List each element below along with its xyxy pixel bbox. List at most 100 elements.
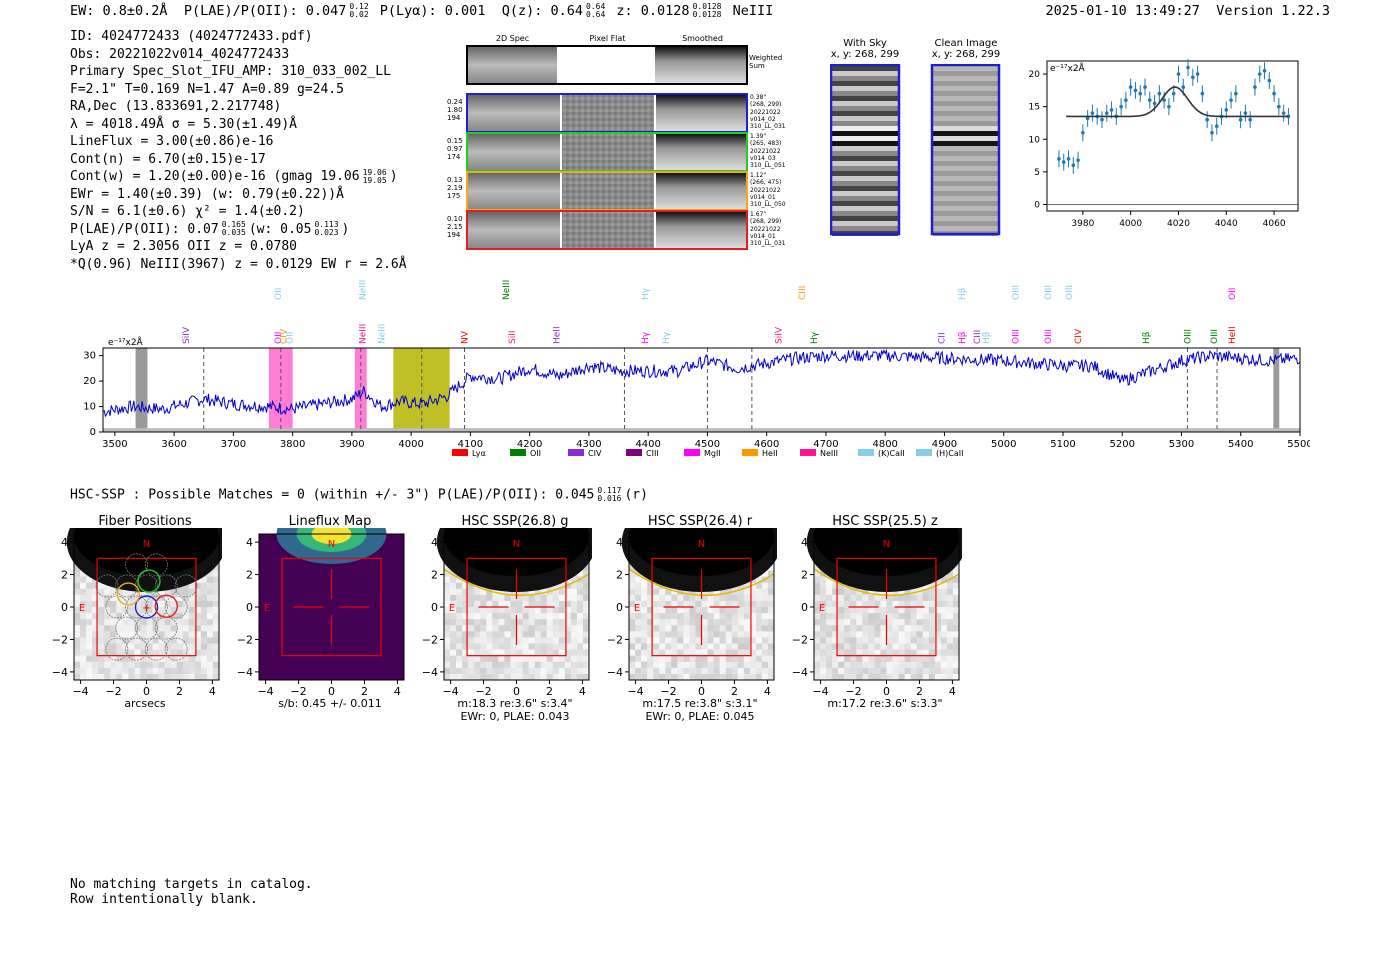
- image-pixel: [695, 643, 702, 650]
- image-pixel: [552, 594, 560, 602]
- image-pixel: [498, 649, 505, 656]
- image-pixel: [200, 600, 208, 608]
- cutout-2dspec: [467, 212, 561, 248]
- image-pixel: [558, 588, 566, 596]
- info-plae-w: (w: 0.05: [248, 221, 312, 237]
- panel-xtick-label: 4: [209, 685, 216, 698]
- image-pixel: [844, 607, 851, 614]
- image-pixel: [928, 588, 936, 596]
- image-pixel: [474, 613, 481, 620]
- image-pixel: [838, 588, 845, 596]
- image-pixel: [659, 607, 666, 614]
- image-pixel: [868, 588, 875, 596]
- image-pixel: [450, 649, 457, 656]
- image-pixel: [880, 667, 887, 675]
- image-pixel: [498, 667, 505, 675]
- cutout-info: (268, 299): [750, 101, 782, 109]
- cutout-images: [466, 45, 748, 250]
- image-pixel: [462, 588, 469, 596]
- image-pixel: [952, 661, 960, 669]
- cutout-stat: 1.80: [447, 106, 463, 114]
- cutout-info: 1.39": [750, 133, 767, 140]
- image-pixel: [134, 607, 141, 614]
- image-pixel: [653, 625, 660, 632]
- image-pixel: [886, 637, 893, 644]
- image-pixel: [558, 637, 566, 644]
- zoom-xtick-label: 4020: [1167, 219, 1190, 229]
- image-pixel: [104, 619, 111, 626]
- image-pixel: [582, 588, 590, 596]
- image-pixel: [713, 631, 720, 638]
- image-pixel: [450, 637, 457, 644]
- image-pixel: [922, 655, 930, 663]
- image-pixel: [522, 613, 529, 620]
- image-pixel: [689, 607, 696, 614]
- image-pixel: [576, 600, 584, 608]
- image-pixel: [743, 619, 751, 626]
- image-pixel: [671, 643, 678, 650]
- image-pixel: [504, 667, 511, 675]
- clean-stripe: [933, 131, 998, 136]
- image-pixel: [468, 661, 475, 669]
- zoom-point: [1171, 91, 1176, 96]
- zoom-point: [1057, 157, 1061, 161]
- image-pixel: [850, 643, 857, 650]
- zoom-point: [1181, 85, 1186, 89]
- zoom-point: [1272, 91, 1276, 96]
- panel-caption: s/b: 0.45 +/- 0.011: [245, 697, 415, 710]
- image-pixel: [212, 655, 220, 663]
- sky-stripe: [832, 216, 898, 221]
- cutout-row: [466, 93, 748, 133]
- header-plae: P(LAE)/P(OII): 0.047: [183, 3, 347, 19]
- panel-ytick-label: 4: [61, 536, 68, 549]
- image-pixel: [725, 667, 733, 675]
- image-pixel: [480, 637, 487, 644]
- panel-xtick-label: −2: [660, 685, 676, 698]
- image-pixel: [152, 661, 159, 669]
- image-pixel: [456, 667, 463, 675]
- zoom-point: [1267, 78, 1272, 83]
- image-pixel: [761, 570, 769, 577]
- panel-ytick-label: −2: [422, 633, 438, 646]
- image-pixel: [462, 673, 469, 681]
- image-pixel: [707, 588, 714, 596]
- image-pixel: [528, 600, 535, 608]
- clean-stripe: [933, 226, 998, 231]
- image-pixel: [761, 588, 769, 596]
- image-pixel: [468, 582, 475, 590]
- image-pixel: [152, 643, 159, 650]
- image-pixel: [212, 643, 220, 650]
- image-pixel: [737, 667, 745, 675]
- image-pixel: [176, 661, 184, 669]
- image-pixel: [194, 600, 202, 608]
- image-pixel: [164, 625, 171, 632]
- hsc-summary: HSC-SSP : Possible Matches = 0 (within +…: [70, 487, 648, 503]
- image-pixel: [528, 643, 535, 650]
- image-pixel: [492, 619, 499, 626]
- image-pixel: [528, 637, 535, 644]
- image-pixel: [862, 649, 869, 656]
- image-pixel: [850, 661, 857, 669]
- image-pixel: [725, 594, 733, 602]
- image-pixel: [755, 631, 763, 638]
- image-pixel: [534, 619, 541, 626]
- image-pixel: [522, 588, 529, 596]
- image-pixel: [576, 631, 584, 638]
- image-pixel: [641, 655, 648, 663]
- image-pixel: [116, 643, 123, 650]
- image-pixel: [468, 631, 475, 638]
- image-pixel: [212, 600, 220, 608]
- image-pixel: [462, 582, 469, 590]
- image-pixel: [176, 649, 184, 656]
- image-pixel: [701, 655, 708, 663]
- image-pixel: [212, 619, 220, 626]
- zoom-point: [1253, 85, 1257, 89]
- image-pixel: [74, 655, 81, 663]
- image-pixel: [647, 619, 654, 626]
- image-pixel: [546, 673, 554, 681]
- image-pixel: [880, 643, 887, 650]
- image-pixel: [629, 607, 636, 614]
- panel-xtick-label: −2: [105, 685, 121, 698]
- panel-xtick-label: −4: [72, 685, 88, 698]
- image-pixel: [940, 637, 948, 644]
